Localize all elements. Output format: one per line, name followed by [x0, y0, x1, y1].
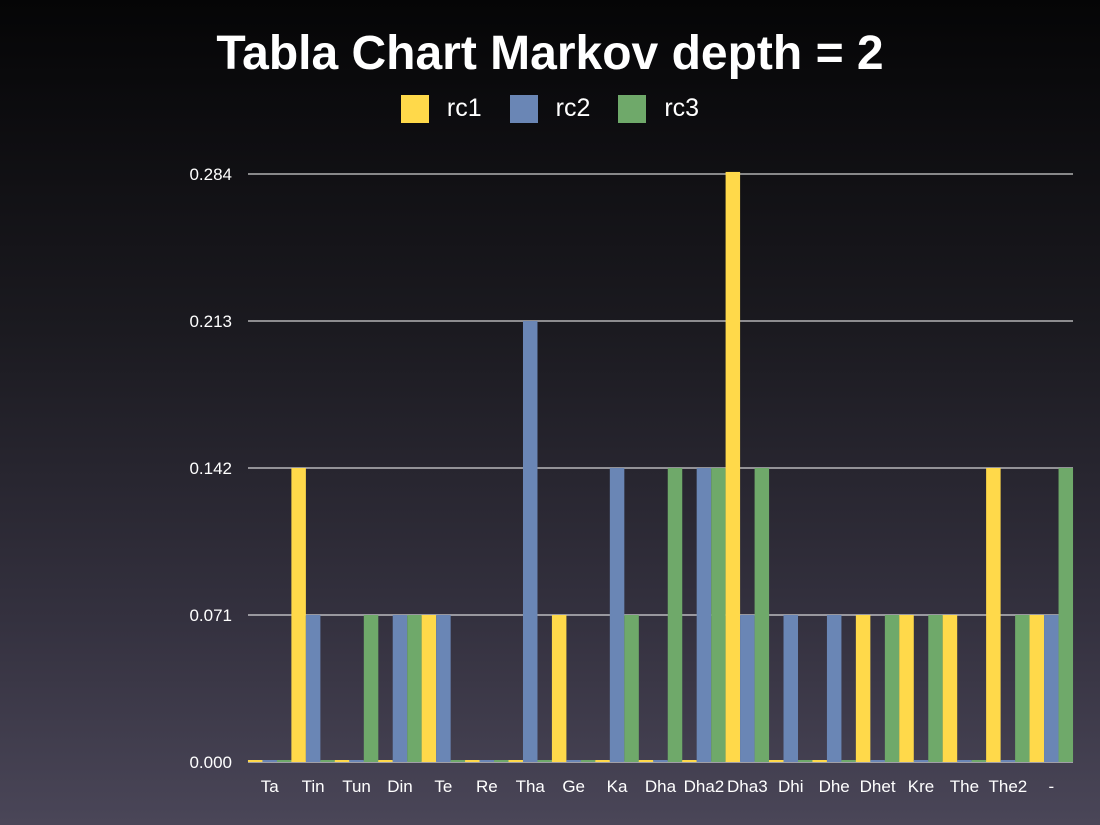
x-axis-ticks: Ta Tin Tun Din Te Re Tha Ge Ka Dha Dha2 Dha3 Dhi Dhe D… [261, 777, 1054, 796]
x-tick-label: Tha [516, 777, 546, 796]
bar-rc1-Din [378, 760, 393, 762]
bar-rc3-Re [494, 760, 509, 762]
legend-label-rc3: rc3 [664, 94, 700, 122]
legend-item-rc1: rc1 [400, 94, 482, 123]
bar-rc2-Dhe [826, 615, 842, 762]
y-tick-label: 0.284 [189, 165, 232, 184]
bar-rc2-Te [436, 615, 451, 762]
bar-rc1-Ka [595, 760, 610, 762]
x-tick-label: Dha [645, 777, 677, 796]
bar-rc1-Dha2 [682, 760, 697, 762]
bar-rc2-Dha3 [740, 615, 755, 762]
legend-item-rc3: rc3 [618, 94, 699, 123]
x-tick-label: Dha3 [727, 777, 768, 796]
bar-rc3-The [971, 760, 987, 762]
bar-rc3-Tha [537, 760, 552, 762]
bar-rc1-Dhet [855, 615, 871, 762]
legend-label-rc2: rc2 [555, 94, 591, 122]
bar-rc1-The2 [986, 468, 1001, 762]
bar-rc3-Ka [624, 615, 639, 762]
y-tick-label: 0.071 [189, 606, 232, 625]
bar-rc1-Dhe [812, 760, 827, 762]
bar-rc2-Dha2 [696, 468, 712, 762]
x-tick-label: The2 [988, 777, 1027, 796]
x-tick-label: Din [387, 777, 413, 796]
bar-rc1-Te [421, 615, 437, 762]
y-tick-label: 0.000 [189, 753, 232, 772]
bar-rc3-Ta [276, 760, 292, 762]
bar-rc2-Dha [653, 760, 668, 762]
x-tick-label: Ge [562, 777, 585, 796]
bar-rc2-The2 [1000, 760, 1016, 762]
y-axis-ticks: 0.000 0.071 0.142 0.213 0.284 [189, 165, 232, 772]
x-tick-label: - [1048, 777, 1054, 796]
x-tick-label: Tun [342, 777, 371, 796]
bar-rc2-Dhet [870, 760, 885, 762]
bar-rc2-Ge [566, 760, 581, 762]
x-tick-label: Re [476, 777, 498, 796]
bar-rc1-Tun [334, 760, 350, 762]
bar-rc3-Dha3 [754, 468, 770, 762]
chart-title: Tabla Chart Markov depth = 2 [216, 27, 884, 80]
bar-rc1-Re [465, 760, 480, 762]
bar-rc2-Ka [609, 468, 625, 762]
bar-rc3-The2 [1015, 615, 1030, 762]
bar-rc2-The [957, 760, 972, 762]
legend-label-rc1: rc1 [446, 94, 482, 122]
bar-rc3-Dhi [798, 760, 813, 762]
bar-rc2-Tun [349, 760, 364, 762]
bar-rc3-Dhe [841, 760, 856, 762]
bar-rc1-Dha [638, 760, 654, 762]
legend-swatch-rc3 [618, 94, 647, 123]
bar-rc2-Din [392, 615, 408, 762]
bar-rc2-Kre [913, 760, 929, 762]
bar-rc3-Kre [928, 615, 943, 762]
x-tick-label: The [950, 777, 979, 796]
x-tick-label: Te [434, 777, 452, 796]
bar-rc1-Dha3 [725, 171, 741, 763]
bar-rc3-Dhet [884, 615, 900, 762]
y-tick-label: 0.142 [189, 459, 232, 478]
bar-rc3-Ge [580, 760, 596, 762]
bar-rc2-Tin [305, 615, 321, 762]
x-tick-label: Tin [302, 777, 325, 796]
bar-rc1-Tha [508, 760, 523, 762]
legend: rc1 rc2 rc3 [0, 94, 1100, 123]
bar-rc3-Dha [667, 468, 683, 762]
bar-rc2-Ta [262, 760, 277, 762]
bar-rc1-Ta [247, 760, 263, 762]
bar-rc1-Tin [291, 468, 306, 762]
bar-rc1-Dhi [769, 760, 784, 762]
bars [247, 171, 1074, 763]
bar-rc1-Kre [899, 615, 914, 762]
x-tick-label: Dhe [819, 777, 850, 796]
legend-swatch-rc1 [400, 94, 429, 123]
legend-item-rc2: rc2 [509, 94, 591, 123]
bar-rc3-Dha2 [711, 468, 726, 762]
x-tick-label: Dha2 [684, 777, 725, 796]
bar-rc2-Dhi [783, 615, 799, 762]
bar-rc1-Ge [551, 615, 567, 762]
x-tick-label: Kre [908, 777, 934, 796]
bar-rc3-- [1058, 468, 1074, 762]
x-tick-label: Dhet [860, 777, 896, 796]
bar-rc3-Din [407, 615, 422, 762]
x-tick-label: Ta [261, 777, 280, 796]
bar-rc2-Tha [522, 321, 538, 762]
legend-swatch-rc2 [509, 94, 538, 123]
x-tick-label: Dhi [778, 777, 804, 796]
y-tick-label: 0.213 [189, 312, 232, 331]
bar-rc2-Re [479, 760, 495, 762]
bar-rc3-Tun [363, 615, 379, 762]
bar-rc1-- [1029, 615, 1045, 762]
bar-rc3-Te [450, 760, 466, 762]
bar-rc1-The [942, 615, 958, 762]
bar-rc3-Tin [320, 760, 335, 762]
x-tick-label: Ka [607, 777, 628, 796]
bar-rc2-- [1044, 615, 1059, 762]
